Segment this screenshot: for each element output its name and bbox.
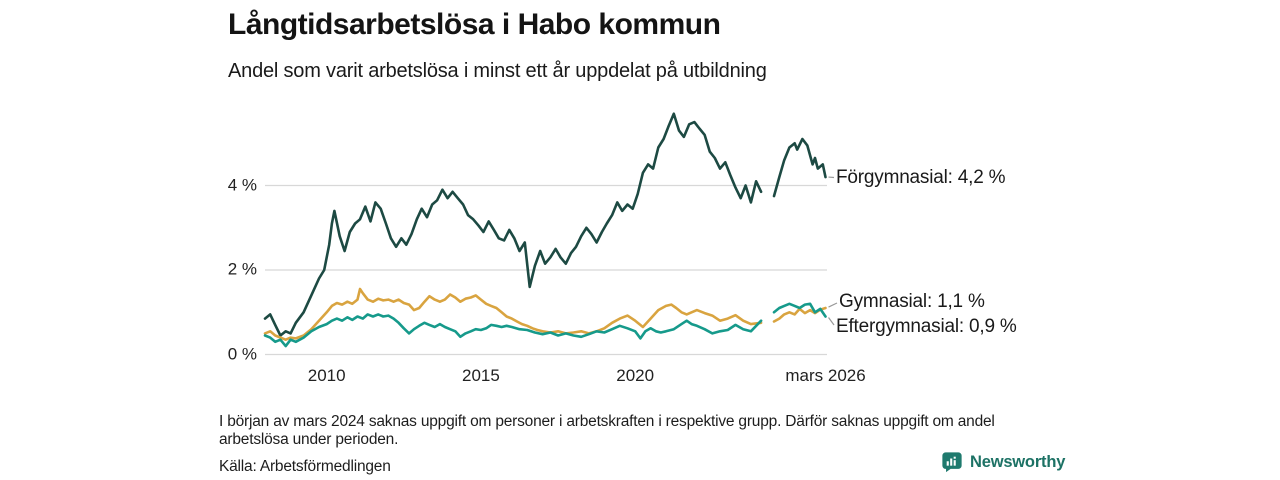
footnote: I början av mars 2024 saknas uppgift om … [219,413,995,448]
chart-title: Långtidsarbetslösa i Habo kommun [228,8,721,41]
series-end-label-gymnasial: Gymnasial: 1,1 % [839,291,985,312]
y-tick-label: 4 % [227,175,257,195]
x-tick-label: mars 2026 [785,366,866,385]
y-tick-label: 2 % [227,259,257,279]
x-tick-label: 2020 [616,366,655,385]
series-end-label-forgymnasial: Förgymnasial: 4,2 % [836,167,1006,188]
source-credit: Källa: Arbetsförmedlingen [219,458,391,475]
series-line-förgymnasial [263,112,827,337]
label-leader-line [828,302,838,308]
series-line-gymnasial [263,287,827,341]
newsworthy-logo: Newsworthy [941,451,1065,473]
newsworthy-logo-text: Newsworthy [970,452,1066,471]
bar-chart-speech-bubble-icon [942,452,962,473]
y-tick-label: 0 % [227,344,257,364]
chart-subtitle: Andel som varit arbetslösa i minst ett å… [228,60,767,82]
label-leader-line [828,317,835,326]
x-tick-label: 2015 [462,366,500,385]
series-end-label-eftergymnasial: Eftergymnasial: 0,9 % [836,316,1017,337]
x-tick-label: 2010 [307,366,346,385]
series-line-eftergymnasial [263,302,827,348]
